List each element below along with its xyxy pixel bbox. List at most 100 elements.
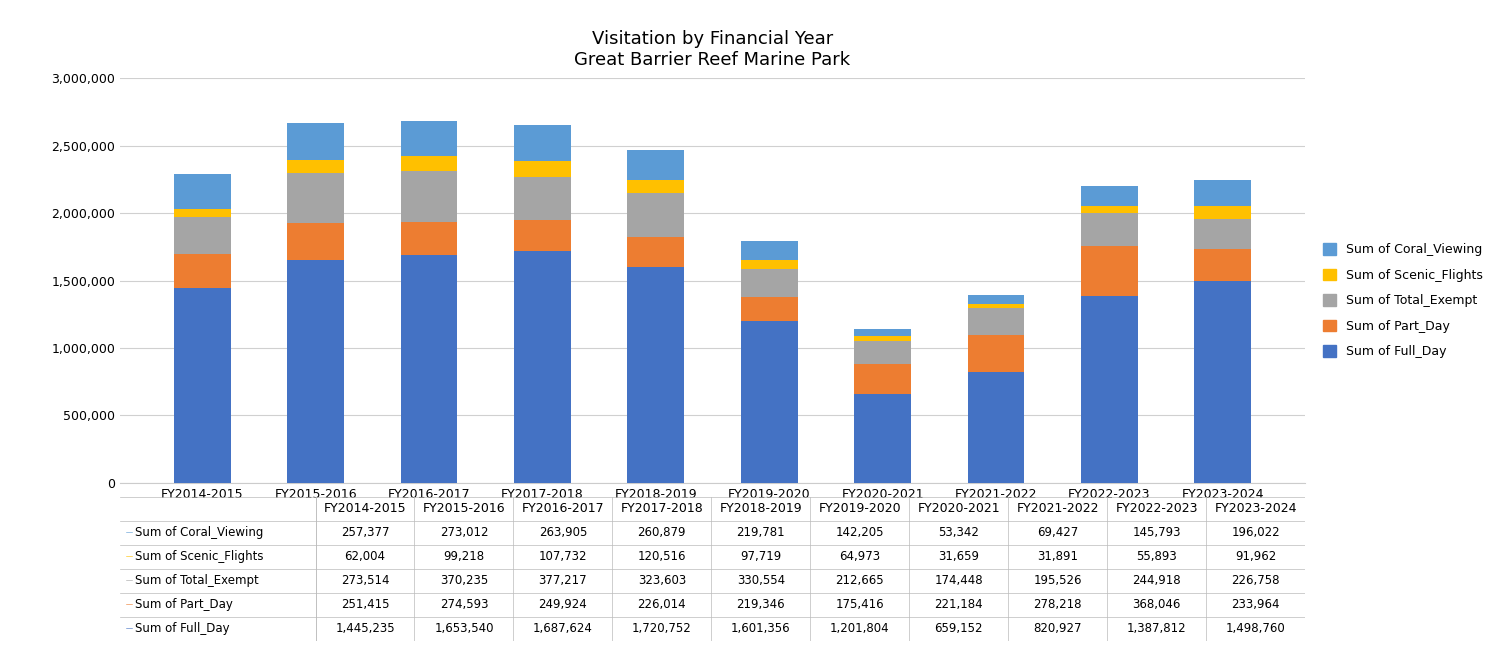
Bar (288, 223, 344, 260)
Text: 226,758: 226,758 (1232, 574, 1280, 587)
Bar (400, 171, 457, 222)
Text: 330,554: 330,554 (736, 574, 784, 587)
Bar (514, 251, 572, 483)
Bar (968, 295, 1024, 304)
Text: 1,445,235: 1,445,235 (334, 623, 394, 636)
Text: 53,342: 53,342 (938, 526, 980, 539)
Bar (627, 193, 684, 237)
Bar (741, 260, 798, 269)
Text: 274,593: 274,593 (440, 598, 488, 611)
Text: FY2015-2016: FY2015-2016 (423, 502, 506, 515)
Text: 97,719: 97,719 (740, 550, 782, 563)
Bar (853, 394, 910, 483)
Bar (514, 220, 572, 251)
Bar (174, 209, 231, 217)
Text: 64,973: 64,973 (839, 550, 880, 563)
Text: 55,893: 55,893 (1136, 550, 1178, 563)
Text: FY2017-2018: FY2017-2018 (621, 502, 704, 515)
Bar (853, 364, 910, 394)
Title: Visitation by Financial Year
Great Barrier Reef Marine Park: Visitation by Financial Year Great Barri… (574, 30, 850, 69)
Text: 1,201,804: 1,201,804 (830, 623, 890, 636)
Text: 142,205: 142,205 (836, 526, 884, 539)
Text: FY2022-2023: FY2022-2023 (1116, 502, 1198, 515)
Bar (288, 160, 344, 173)
Text: 273,514: 273,514 (340, 574, 388, 587)
Bar (400, 121, 457, 156)
Bar (174, 174, 231, 209)
Text: FY2023-2024: FY2023-2024 (1215, 502, 1298, 515)
Text: 219,346: 219,346 (736, 598, 784, 611)
Text: Sum of Coral_Viewing: Sum of Coral_Viewing (135, 526, 264, 539)
Text: 219,781: 219,781 (736, 526, 784, 539)
Text: Sum of Scenic_Flights: Sum of Scenic_Flights (135, 550, 264, 563)
Text: 174,448: 174,448 (934, 574, 982, 587)
Bar (968, 372, 1024, 483)
Bar (1194, 218, 1251, 249)
Bar (741, 241, 798, 260)
Text: 278,218: 278,218 (1034, 598, 1082, 611)
Bar (741, 297, 798, 321)
Text: 195,526: 195,526 (1034, 574, 1082, 587)
Text: FY2016-2017: FY2016-2017 (522, 502, 605, 515)
Text: 370,235: 370,235 (440, 574, 488, 587)
Text: Sum of Total_Exempt: Sum of Total_Exempt (135, 574, 260, 587)
Bar (400, 222, 457, 255)
Text: 260,879: 260,879 (638, 526, 686, 539)
Text: FY2019-2020: FY2019-2020 (819, 502, 902, 515)
Bar (741, 269, 798, 297)
Text: FY2020-2021: FY2020-2021 (918, 502, 1001, 515)
Text: 659,152: 659,152 (934, 623, 982, 636)
Bar (400, 255, 457, 483)
Text: 249,924: 249,924 (538, 598, 588, 611)
Bar (1194, 249, 1251, 281)
Bar (968, 304, 1024, 308)
Text: 1,601,356: 1,601,356 (730, 623, 790, 636)
Text: 820,927: 820,927 (1034, 623, 1082, 636)
Bar (1082, 213, 1137, 246)
FancyBboxPatch shape (126, 532, 132, 533)
Bar (1082, 296, 1137, 483)
Text: 62,004: 62,004 (345, 550, 386, 563)
Bar (627, 150, 684, 180)
Text: 244,918: 244,918 (1132, 574, 1180, 587)
Bar (1082, 186, 1137, 205)
Text: 377,217: 377,217 (538, 574, 586, 587)
Bar (514, 126, 572, 161)
Text: 31,659: 31,659 (938, 550, 980, 563)
Text: 1,498,760: 1,498,760 (1226, 623, 1286, 636)
Text: 226,014: 226,014 (638, 598, 686, 611)
Text: FY2021-2022: FY2021-2022 (1017, 502, 1100, 515)
Bar (1194, 206, 1251, 218)
Text: 323,603: 323,603 (638, 574, 686, 587)
Bar (627, 237, 684, 267)
Text: 273,012: 273,012 (440, 526, 488, 539)
Bar (741, 321, 798, 483)
Text: 221,184: 221,184 (934, 598, 982, 611)
Text: 1,687,624: 1,687,624 (532, 623, 592, 636)
Bar (627, 180, 684, 193)
Text: 1,653,540: 1,653,540 (433, 623, 494, 636)
FancyBboxPatch shape (126, 556, 132, 557)
Bar (1194, 281, 1251, 483)
Text: 91,962: 91,962 (1234, 550, 1276, 563)
Text: FY2018-2019: FY2018-2019 (720, 502, 803, 515)
Text: 107,732: 107,732 (538, 550, 586, 563)
Bar (288, 260, 344, 483)
Bar (853, 336, 910, 341)
Text: 145,793: 145,793 (1132, 526, 1180, 539)
Bar (1082, 205, 1137, 213)
Bar (174, 288, 231, 483)
Text: 31,891: 31,891 (1036, 550, 1078, 563)
Bar (514, 161, 572, 177)
Legend: Sum of Coral_Viewing, Sum of Scenic_Flights, Sum of Total_Exempt, Sum of Part_Da: Sum of Coral_Viewing, Sum of Scenic_Flig… (1323, 243, 1482, 358)
Text: 120,516: 120,516 (638, 550, 686, 563)
Bar (853, 329, 910, 336)
Text: 212,665: 212,665 (836, 574, 884, 587)
Bar (514, 177, 572, 220)
FancyBboxPatch shape (126, 580, 132, 581)
Bar (174, 217, 231, 254)
FancyBboxPatch shape (126, 628, 132, 629)
Text: 175,416: 175,416 (836, 598, 884, 611)
Text: Sum of Part_Day: Sum of Part_Day (135, 598, 234, 611)
Bar (174, 254, 231, 288)
